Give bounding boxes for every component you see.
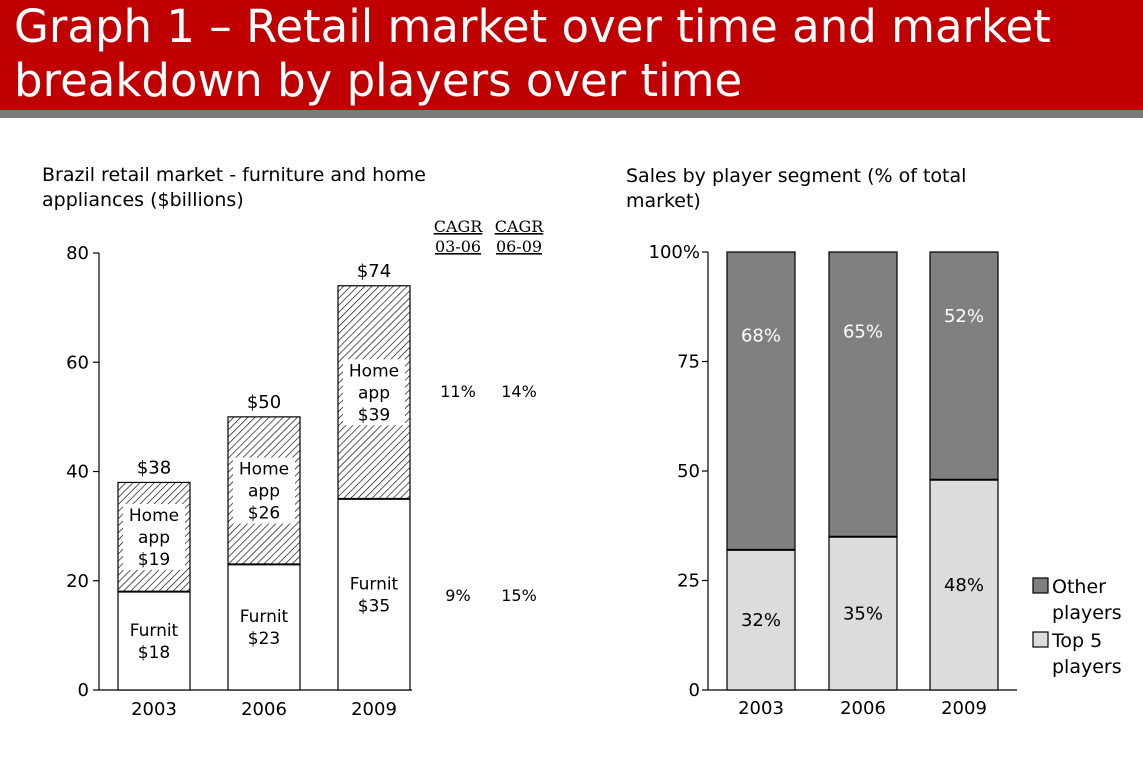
bar-top5-players [726,549,796,691]
y-tick-label: 40 [66,462,89,483]
cagr-header: 03-06 [435,237,481,256]
legend-label: Other [1052,576,1106,598]
cagr-header: 06-09 [496,237,542,256]
data-label-background [233,457,295,524]
data-label-top5: 35% [843,603,883,624]
y-tick-label: 60 [66,352,89,373]
data-label-top5: 48% [944,575,984,596]
header-banner [0,0,1143,110]
data-label-home-appliances: Home app $39 [349,361,399,425]
cagr-value: 15% [501,586,537,605]
cagr-header: CAGR [495,217,545,236]
bar-furniture [117,591,191,691]
legend-label: Top 5 [1051,630,1102,652]
cagr-value: 11% [440,382,476,401]
chart-title-retail-market: Brazil retail market - furniture and hom… [42,164,426,211]
header-rule [0,110,1143,118]
total-label: $50 [247,392,281,413]
data-label-top5: 32% [741,610,781,631]
bar-other-players [726,251,796,551]
y-tick-label: 0 [689,680,700,701]
data-label-home-appliances: Home app $19 [129,506,179,570]
cagr-value: 14% [501,382,537,401]
cagr-header: CAGR [434,217,484,236]
chart-title-player-segment: Sales by player segment (% of total mark… [626,165,967,212]
y-tick-label: 25 [677,571,700,592]
y-tick-label: 50 [677,461,700,482]
x-tick-label: 2006 [840,698,886,719]
legend-swatch [1032,631,1049,648]
total-label: $38 [137,457,171,478]
bar-top5-players [828,536,898,691]
legend-label: players [1052,656,1122,678]
x-tick-label: 2006 [241,699,287,720]
x-tick-label: 2003 [738,698,784,719]
legend-label: players [1052,602,1122,624]
page-title: Graph 1 – Retail market over time and ma… [14,0,1051,107]
cagr-value: 9% [445,586,470,605]
data-label-background [343,359,405,426]
total-label: $74 [357,261,391,282]
data-label-home-appliances: Home app $26 [239,460,289,524]
data-label-other: 52% [944,306,984,327]
y-tick-label: 75 [677,352,700,373]
data-label-background [123,504,185,571]
x-tick-label: 2009 [941,698,987,719]
bar-furniture [227,563,301,691]
data-label-other: 68% [741,325,781,346]
bar-other-players [929,251,999,481]
bar-furniture [337,498,411,691]
bar-other-players [828,251,898,538]
data-label-other: 65% [843,322,883,343]
x-tick-label: 2003 [131,699,177,720]
y-tick-label: 80 [66,243,89,264]
y-tick-label: 100% [649,242,700,263]
data-label-furniture: Furnit $23 [240,607,289,649]
y-tick-label: 20 [66,571,89,592]
legend-swatch [1032,577,1049,594]
y-tick-label: 0 [78,680,89,701]
x-tick-label: 2009 [351,699,397,720]
data-label-furniture: Furnit $35 [350,574,399,616]
retail-market-chart: 0 20 40 60 80 Furnit $18 Home app $19 $38 2003 Furni… [66,217,544,720]
player-segment-chart: 0 25 50 75 100% 32% 68% 2003 35% 65% 2006 48% 52% 200… [649,242,1122,719]
data-label-furniture: Furnit $18 [130,621,179,663]
